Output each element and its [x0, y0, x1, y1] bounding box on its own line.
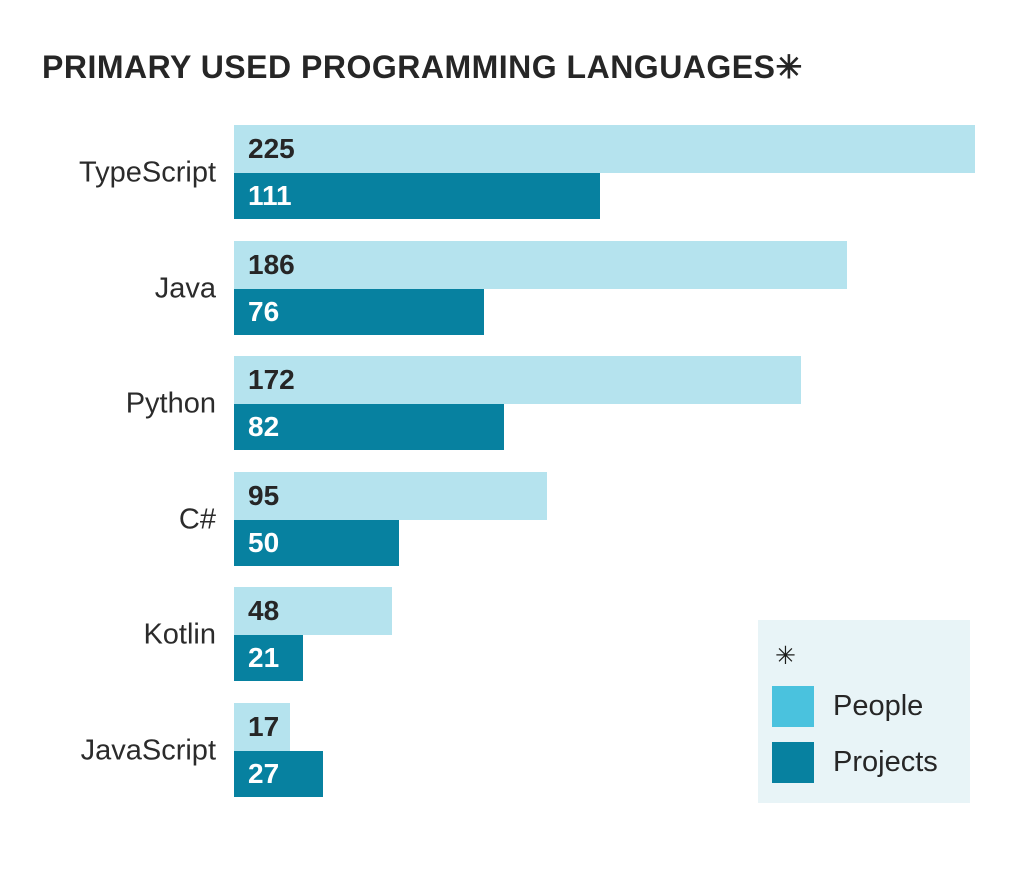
projects-bar-value: 27: [248, 757, 280, 789]
chart-row-java: Java 186 76: [0, 240, 1024, 335]
chart-title: PRIMARY USED PROGRAMMING LANGUAGES✳: [42, 49, 803, 85]
chart-rows: TypeScript 225 111 Java 186 76 Python 17…: [0, 125, 1024, 819]
people-bar-value: 17: [248, 710, 280, 742]
projects-bar: 76: [234, 288, 485, 335]
category-label: JavaScript: [80, 734, 216, 767]
category-label: Python: [125, 387, 216, 420]
legend-label: People: [833, 690, 924, 722]
projects-bar-value: 111: [248, 180, 292, 211]
people-bar-value: 172: [248, 364, 295, 396]
projects-bar: 82: [234, 404, 505, 451]
people-bar: 17: [234, 702, 290, 751]
projects-bar-value: 50: [248, 526, 280, 558]
category-label: Java: [154, 272, 216, 305]
legend: ✳ People Projects: [758, 620, 970, 803]
people-swatch-icon: [772, 686, 814, 727]
legend-item-projects: Projects: [772, 742, 938, 783]
people-bar-value: 225: [248, 133, 295, 164]
people-bar-value: 48: [248, 595, 280, 627]
projects-bar: 21: [234, 635, 304, 682]
category-label: TypeScript: [79, 156, 216, 189]
chart-row-python: Python 172 82: [0, 356, 1024, 451]
projects-bar-value: 76: [248, 295, 280, 327]
people-bar: 186: [234, 240, 847, 289]
category-label: C#: [178, 503, 216, 536]
projects-bar: 50: [234, 519, 399, 566]
people-bar-value: 95: [248, 479, 280, 511]
projects-bar-value: 82: [248, 411, 280, 443]
chart-row-typescript: TypeScript 225 111: [0, 125, 1024, 219]
chart-row-csharp: C# 95 50: [0, 471, 1024, 566]
projects-bar: 27: [234, 750, 323, 797]
legend-item-people: People: [772, 686, 923, 727]
legend-label: Projects: [833, 746, 938, 778]
projects-bar: 111: [234, 173, 600, 219]
chart-row-kotlin: Kotlin 48 21: [0, 587, 1024, 682]
people-bar-value: 186: [248, 248, 295, 280]
asterisk-icon: ✳: [775, 642, 796, 670]
people-bar: 48: [234, 587, 393, 636]
category-label: Kotlin: [143, 618, 216, 651]
people-bar: 225: [234, 125, 975, 173]
chart-row-javascript: JavaScript 17 27: [0, 702, 1024, 797]
projects-swatch-icon: [772, 742, 814, 783]
people-bar: 95: [234, 471, 547, 520]
projects-bar-value: 21: [248, 642, 280, 674]
people-bar: 172: [234, 356, 801, 405]
